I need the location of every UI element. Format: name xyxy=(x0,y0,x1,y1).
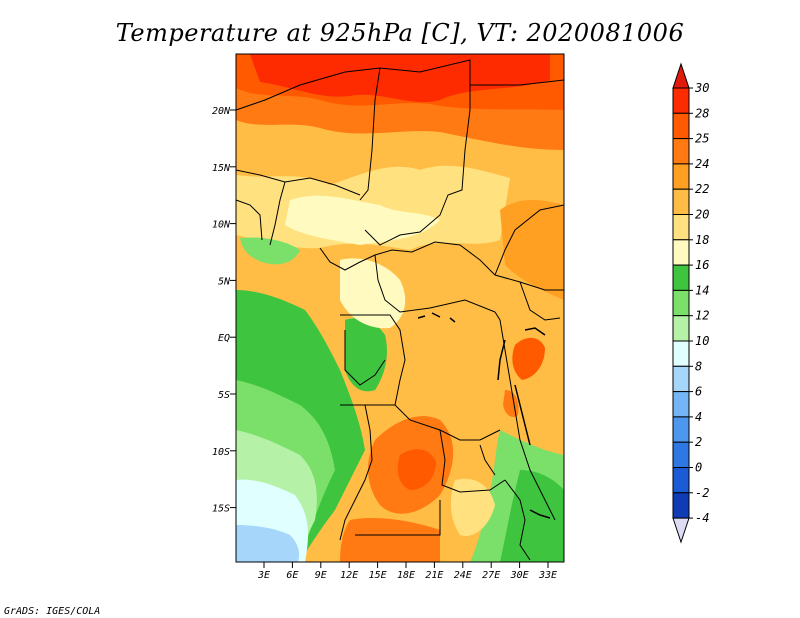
colorbar-segment xyxy=(672,163,690,190)
colorbar-segment xyxy=(672,441,690,469)
colorbar-segment xyxy=(672,467,690,494)
map-panel: 20N 15N 10N 5N EQ 5S 10S 15S 3E 6E 9E 12E 15E 18E 21E… xyxy=(212,53,565,581)
colorbar-level-label: 14 xyxy=(695,283,709,297)
lat-tick-label: 20N xyxy=(212,106,231,117)
colorbar-segment xyxy=(672,315,690,342)
country-borders xyxy=(235,59,565,561)
colorbar-segment xyxy=(672,239,690,266)
colorbar-segment xyxy=(672,87,690,114)
colorbar-segment xyxy=(672,365,690,393)
colorbar-level-label: 8 xyxy=(695,359,702,373)
lon-tick-label: 18E xyxy=(397,570,415,581)
colorbar-level-label: 0 xyxy=(695,461,702,475)
colorbar-segment xyxy=(672,112,690,140)
map-frame xyxy=(235,53,565,563)
lake-outlines xyxy=(417,312,551,519)
colorbar-under-triangle xyxy=(672,517,690,544)
lon-tick-label: 9E xyxy=(315,570,327,581)
colorbar-segment xyxy=(672,492,690,519)
colorbar-segment xyxy=(672,416,690,443)
lat-tick-label: EQ xyxy=(218,333,230,344)
colorbar-level-label: 18 xyxy=(695,233,709,247)
credit-label: GrADS: IGES/COLA xyxy=(4,606,100,617)
colorbar-segment xyxy=(672,188,690,215)
lon-tick-label: 12E xyxy=(340,570,358,581)
colorbar-level-label: 25 xyxy=(695,132,709,146)
lat-tick-label: 15S xyxy=(212,504,230,515)
temperature-field xyxy=(236,54,564,562)
lon-tick-label: 21E xyxy=(425,570,443,581)
lat-tick-label: 5S xyxy=(218,390,230,401)
colorbar-level-label: -2 xyxy=(695,486,709,500)
colorbar-level-label: 4 xyxy=(695,410,702,424)
colorbar-level-label: 28 xyxy=(695,106,709,120)
lon-tick-label: 30E xyxy=(510,570,529,581)
lon-tick-label: 15E xyxy=(369,570,387,581)
lon-tick-label: 3E xyxy=(257,570,270,581)
longitude-axis: 3E 6E 9E 12E 15E 18E 21E 24E 27E 30E 33E xyxy=(257,562,557,581)
colorbar-level-label: 30 xyxy=(694,81,709,95)
lat-tick-label: 10S xyxy=(212,447,230,458)
colorbar-segment xyxy=(672,214,690,241)
lon-tick-label: 6E xyxy=(286,570,298,581)
colorbar-level-label: 22 xyxy=(695,182,709,196)
lat-tick-label: 15N xyxy=(212,163,231,174)
figure-title: Temperature at 925hPa [C], VT: 202008100… xyxy=(116,19,684,47)
colorbar-level-label: 6 xyxy=(695,385,702,399)
colorbar-over-triangle xyxy=(672,62,690,89)
colorbar-level-label: 24 xyxy=(695,157,709,171)
colorbar-level-label: 2 xyxy=(695,435,702,449)
colorbar-segment xyxy=(672,138,690,165)
lat-tick-label: 10N xyxy=(212,220,231,231)
colorbar-level-label: 16 xyxy=(695,258,709,272)
colorbar-segment xyxy=(672,289,690,317)
lon-tick-label: 24E xyxy=(454,570,472,581)
colorbar-segment xyxy=(672,391,690,418)
lon-tick-label: 33E xyxy=(538,570,557,581)
colorbar-level-label: -4 xyxy=(695,511,709,525)
colorbar-level-label: 20 xyxy=(695,208,709,222)
colorbar-level-label: 12 xyxy=(695,309,709,323)
colorbar-segment xyxy=(672,264,690,291)
lat-tick-label: 5N xyxy=(218,276,231,287)
latitude-axis: 20N 15N 10N 5N EQ 5S 10S 15S xyxy=(212,106,236,515)
colorbar-level-label: 10 xyxy=(695,334,709,348)
lon-tick-label: 27E xyxy=(482,570,500,581)
colorbar-segment xyxy=(672,340,690,367)
